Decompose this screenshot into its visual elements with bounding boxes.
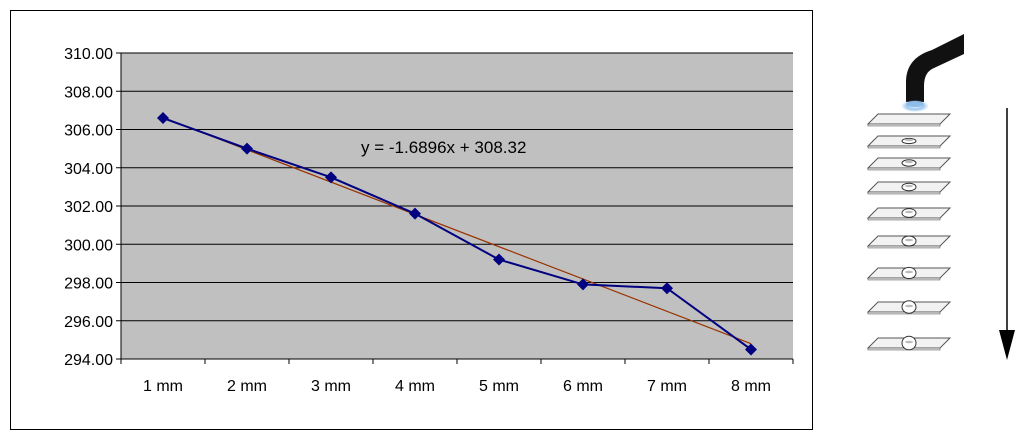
y-tick-label: 310.00 (64, 46, 113, 63)
data-point (241, 142, 253, 155)
data-point (745, 343, 757, 356)
trendline-equation: y = -1.6896x + 308.32 (361, 138, 526, 157)
data-point (661, 282, 673, 295)
plate (866, 266, 952, 281)
plate (866, 113, 952, 127)
data-point (157, 112, 169, 125)
y-tick-label: 294.00 (64, 352, 113, 369)
axes (120, 53, 794, 364)
plate (866, 207, 952, 221)
y-tick-label: 302.00 (64, 199, 113, 216)
x-tick-label: 4 mm (395, 378, 435, 395)
y-tick-label: 296.00 (64, 314, 113, 331)
nozzle-plates-illustration (866, 34, 1015, 360)
y-tick-label: 306.00 (64, 123, 113, 140)
plate (866, 300, 952, 315)
x-tick-label: 1 mm (143, 378, 183, 395)
x-tick-label: 2 mm (227, 378, 267, 395)
x-tick-label: 8 mm (731, 378, 771, 395)
series-line (162, 117, 752, 351)
x-tick-label: 3 mm (311, 378, 351, 395)
plate (866, 157, 952, 171)
y-tick-labels: 294.00 296.00 298.00 300.00 302.00 304.00 306.… (64, 46, 113, 369)
data-point (577, 278, 589, 291)
x-tick-label: 6 mm (563, 378, 603, 395)
plate (866, 181, 952, 195)
chart-area: 294.00 296.00 298.00 300.00 302.00 304.00 306.… (10, 10, 813, 430)
plate-stack (866, 113, 952, 351)
x-tick-label: 7 mm (647, 378, 687, 395)
trendline (162, 116, 752, 345)
y-tick-label: 298.00 (64, 276, 113, 293)
data-point (325, 171, 337, 184)
y-tick-label: 308.00 (64, 84, 113, 101)
y-tick-label: 304.00 (64, 161, 113, 178)
line-chart: 294.00 296.00 298.00 300.00 302.00 304.00 306.… (64, 46, 794, 395)
down-arrow-icon (999, 108, 1015, 360)
x-tick-label: 5 mm (479, 378, 519, 395)
plate (866, 135, 952, 149)
plate (866, 335, 952, 351)
y-tick-label: 300.00 (64, 237, 113, 254)
x-tick-labels: 1 mm 2 mm 3 mm 4 mm 5 mm 6 mm 7 mm 8 mm (143, 378, 771, 395)
nozzle-icon (901, 34, 964, 112)
plate (866, 235, 952, 249)
data-point (409, 207, 421, 220)
